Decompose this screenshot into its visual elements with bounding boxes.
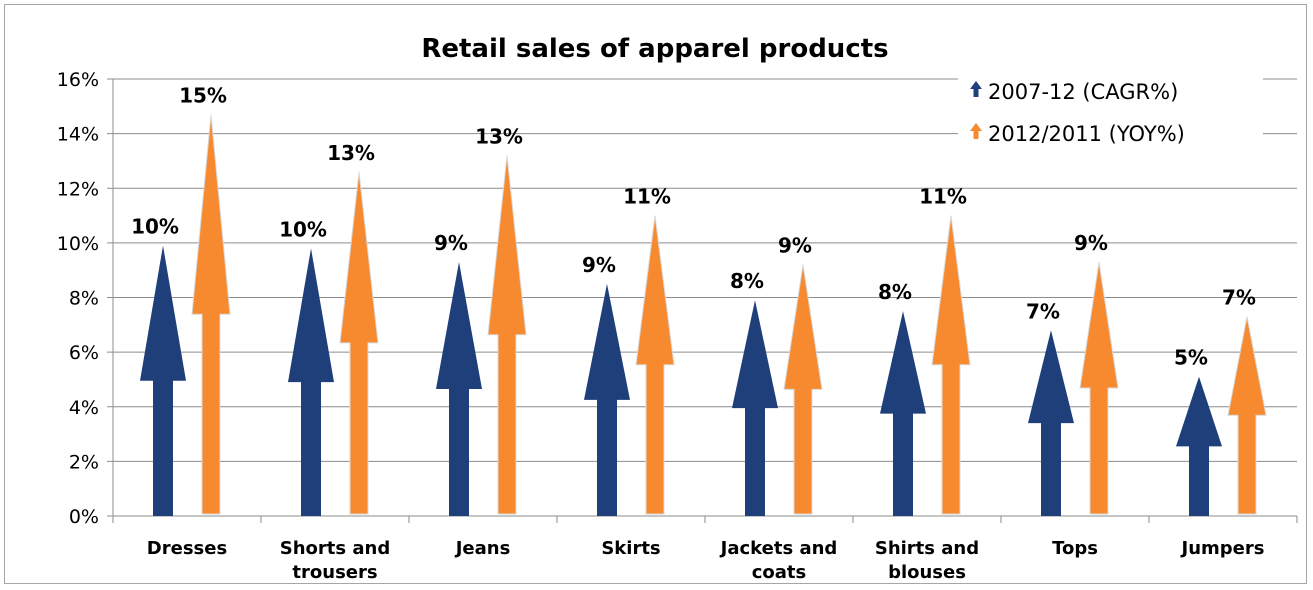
data-label: 7% [1222, 286, 1256, 310]
y-tick-label: 8% [69, 288, 99, 310]
x-tick-label-line: Tops [1052, 538, 1098, 559]
y-tick-label: 14% [57, 124, 99, 146]
data-label: 8% [878, 280, 912, 304]
x-tick-label-line: coats [752, 562, 807, 583]
arrow-mark [584, 283, 630, 516]
legend-entry-label: 2007-12 (CAGR%) [988, 80, 1178, 104]
data-label: 9% [778, 234, 812, 258]
arrow-mark [288, 248, 334, 516]
data-label: 10% [131, 215, 179, 239]
y-tick-label: 10% [57, 233, 99, 255]
y-tick-label: 4% [69, 397, 99, 419]
y-tick-label: 6% [69, 342, 99, 364]
x-tick-label-line: Dresses [147, 538, 227, 559]
arrow-mark [487, 155, 527, 515]
x-tick-label-line: Jackets and [719, 538, 838, 559]
data-label: 9% [582, 253, 616, 277]
x-axis-tick-labels: Dresses Shorts and trousers Jeans Skirts Jack… [147, 538, 1265, 583]
x-tick-label: Dresses [147, 538, 227, 559]
y-tick-label: 2% [69, 451, 99, 473]
data-label: 10% [279, 217, 327, 241]
x-tick-label-line: trousers [292, 562, 377, 583]
arrow-mark [783, 264, 823, 515]
data-labels: 10% 10% 9% 9% 8% 8% 7% 5% 15% 13% 13% 11% 9% 11% 9% 7% [131, 84, 1256, 370]
x-tick-label: Jeans [454, 538, 511, 559]
chart-title: Retail sales of apparel products [421, 34, 888, 64]
data-label: 9% [434, 231, 468, 255]
data-label: 7% [1026, 299, 1060, 323]
x-tick-label: Jumpers [1180, 538, 1265, 559]
arrow-mark [1079, 261, 1119, 515]
chart-frame: Retail sales of apparel products 0% 2% 4% 6… [4, 4, 1307, 584]
arrow-mark [635, 215, 675, 515]
legend: 2007-12 (CAGR%) 2012/2011 (YOY%) [958, 67, 1263, 159]
arrow-mark [1028, 330, 1074, 516]
legend-entry-label: 2012/2011 (YOY%) [988, 122, 1185, 146]
x-tick-label: Shorts and trousers [280, 538, 390, 583]
arrow-mark [880, 311, 926, 516]
chart-svg: Retail sales of apparel products 0% 2% 4% 6… [57, 34, 1298, 583]
data-marks [140, 114, 1267, 516]
legend-arrow-icon [970, 81, 982, 97]
arrow-mark [1176, 376, 1222, 516]
x-tick-label-line: Jeans [454, 538, 511, 559]
x-tick-label-line: blouses [888, 562, 966, 583]
arrow-mark [339, 171, 379, 515]
x-tick-label: Skirts [601, 538, 660, 559]
y-axis-tick-labels: 0% 2% 4% 6% 8% 10% 12% 14% 16% [57, 69, 99, 528]
data-label: 8% [730, 269, 764, 293]
x-tick-label-line: Shorts and [280, 538, 390, 559]
data-label: 5% [1174, 346, 1208, 370]
data-label: 13% [327, 141, 375, 165]
x-tick-label-line: Jumpers [1180, 538, 1265, 559]
x-tick-label-line: Skirts [601, 538, 660, 559]
arrow-mark [191, 114, 231, 515]
arrow-mark [140, 245, 186, 516]
x-tick-label: Tops [1052, 538, 1098, 559]
y-tick-label: 0% [69, 506, 99, 528]
arrow-mark [931, 215, 971, 515]
x-tick-label-line: Shirts and [875, 538, 979, 559]
data-label: 9% [1074, 231, 1108, 255]
arrow-mark [732, 300, 778, 516]
x-tick-label: Jackets and coats [719, 538, 838, 583]
arrow-mark [436, 261, 482, 516]
x-tick-label: Shirts and blouses [875, 538, 979, 583]
arrow-mark [1227, 316, 1267, 515]
legend-arrow-icon [970, 123, 982, 139]
data-label: 15% [179, 84, 227, 108]
y-tick-label: 16% [57, 69, 99, 91]
legend-background [958, 67, 1263, 159]
y-tick-label: 12% [57, 178, 99, 200]
data-label: 11% [919, 185, 967, 209]
data-label: 11% [623, 185, 671, 209]
data-label: 13% [475, 124, 523, 148]
